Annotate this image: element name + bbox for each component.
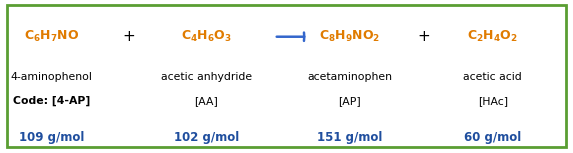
FancyBboxPatch shape xyxy=(7,5,566,147)
Text: [AA]: [AA] xyxy=(194,96,218,106)
Text: 109 g/mol: 109 g/mol xyxy=(19,131,84,144)
Text: acetic anhydride: acetic anhydride xyxy=(160,71,252,82)
Text: 102 g/mol: 102 g/mol xyxy=(174,131,239,144)
Text: +: + xyxy=(418,29,430,44)
Text: $\mathbf{C_4H_6O_3}$: $\mathbf{C_4H_6O_3}$ xyxy=(181,29,231,44)
Text: +: + xyxy=(123,29,135,44)
Text: $\mathbf{C_8H_9NO_2}$: $\mathbf{C_8H_9NO_2}$ xyxy=(319,29,380,44)
Text: [HAc]: [HAc] xyxy=(478,96,508,106)
Text: acetic acid: acetic acid xyxy=(464,71,522,82)
Text: [AP]: [AP] xyxy=(338,96,361,106)
Text: 60 g/mol: 60 g/mol xyxy=(464,131,521,144)
Text: 151 g/mol: 151 g/mol xyxy=(317,131,382,144)
Text: acetaminophen: acetaminophen xyxy=(307,71,392,82)
Text: Code: [4-AP]: Code: [4-AP] xyxy=(13,96,90,106)
Text: $\mathbf{C_2H_4O_2}$: $\mathbf{C_2H_4O_2}$ xyxy=(468,29,518,44)
Text: $\mathbf{C_6H_7NO}$: $\mathbf{C_6H_7NO}$ xyxy=(24,29,79,44)
Text: 4-aminophenol: 4-aminophenol xyxy=(11,71,92,82)
